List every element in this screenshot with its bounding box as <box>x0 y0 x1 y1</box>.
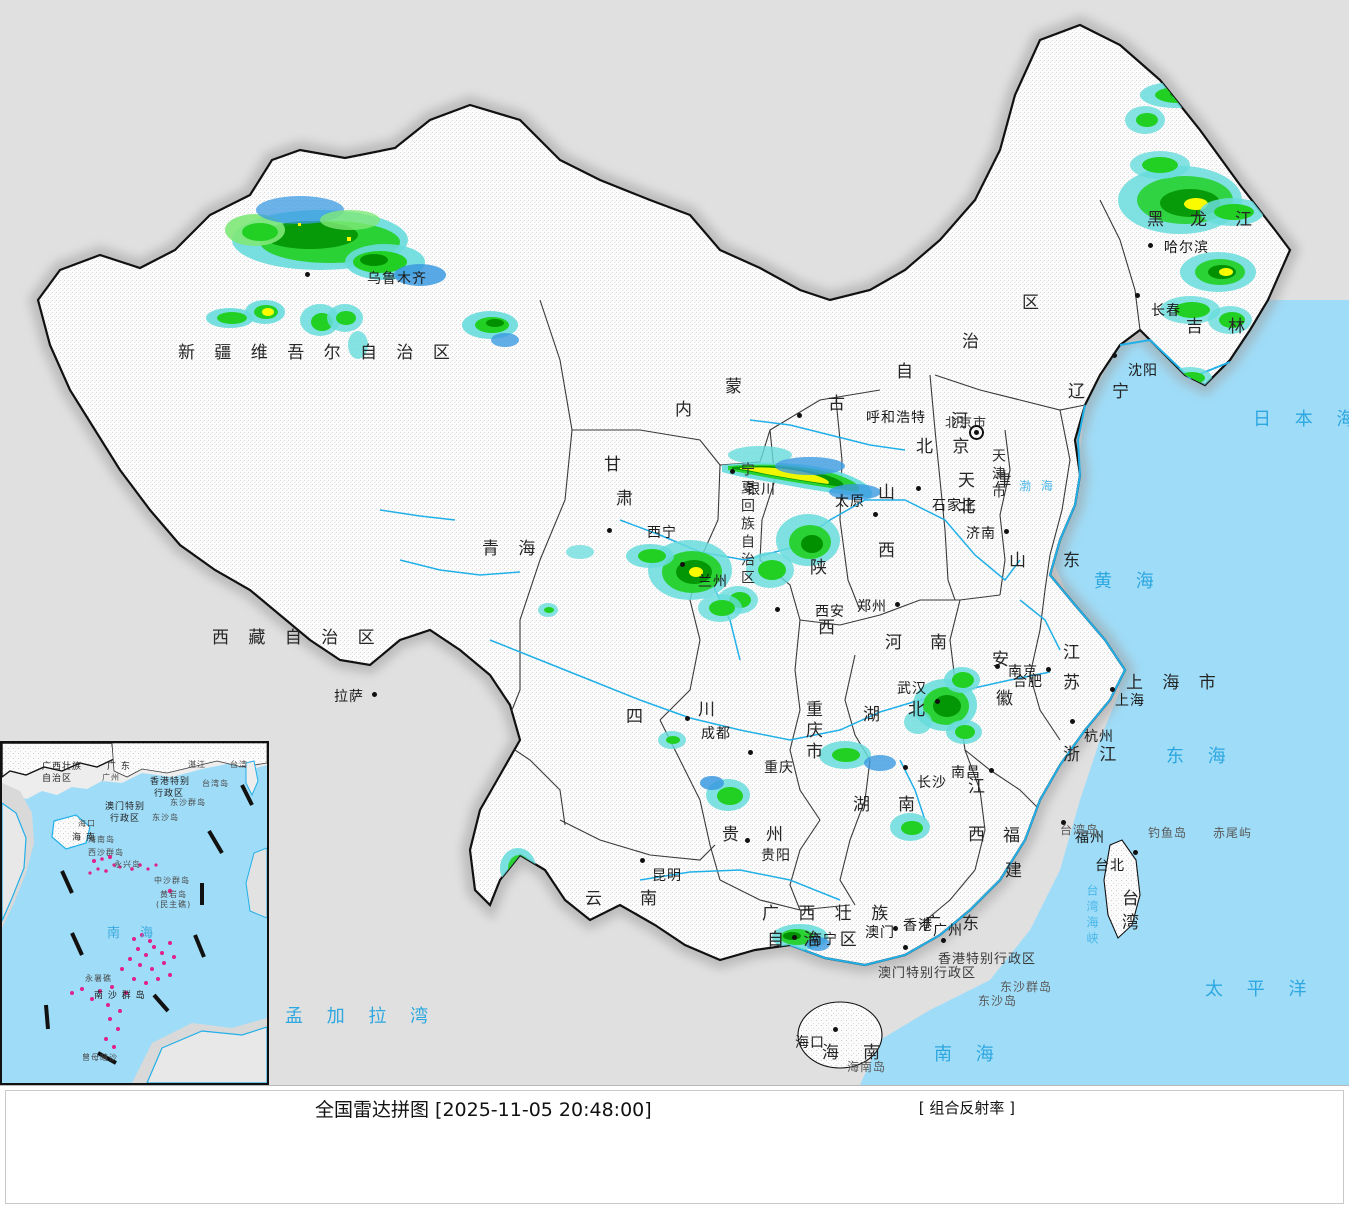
city-dot-huhehaote <box>797 413 802 418</box>
city-dot-nanchang <box>989 768 994 773</box>
city-dot-wuhan <box>935 699 940 704</box>
south-china-sea-inset[interactable]: 南 海广西壮族 自治区广 东湛江 台湾 广州 香港特别 行政区 台湾岛 澳门特别 行政区 东沙群岛… <box>0 741 269 1085</box>
city-dot-haerbin <box>1148 243 1153 248</box>
city-dot-kunming <box>640 858 645 863</box>
coastline <box>789 338 1231 967</box>
echo-heilongjiang <box>1118 82 1264 234</box>
echo-ningxia-shaanbei <box>718 446 881 614</box>
city-dot-chengdu <box>685 716 690 721</box>
city-dot-guangzhou <box>893 926 898 931</box>
city-dot-shanghai-c <box>1110 687 1115 692</box>
city-dot-nanning <box>792 935 797 940</box>
city-dot-shijiazh <box>916 486 921 491</box>
legend-frame <box>5 1090 1344 1204</box>
echo-xinjiang-tianshan <box>206 300 519 359</box>
city-dot-hangzhou <box>1070 719 1075 724</box>
echo-gansu <box>566 540 742 622</box>
echo-guizhou <box>700 776 750 811</box>
china-radar-map[interactable]: 新 疆 维 吾 尔 自 治 区西 藏 自 治 区青 海甘肃内蒙古自治区宁夏回族自… <box>0 0 1349 1085</box>
echo-xinjiang-north <box>225 196 446 286</box>
city-dot-xian <box>775 607 780 612</box>
city-dot-jinan <box>1004 529 1009 534</box>
city-dot-changsha <box>903 765 908 770</box>
city-dot-yinchuan <box>730 469 735 474</box>
legend-panel: 全国雷达拼图 [2025-11-05 20:48:00] [ 组合反射率 ] 5… <box>0 1085 1349 1208</box>
echo-hubei <box>904 667 982 744</box>
echo-hunan <box>819 741 930 841</box>
city-dot-xining <box>607 528 612 533</box>
product-type-label: [ 组合反射率 ] <box>918 1099 1015 1117</box>
city-dot-shenyang <box>1112 353 1117 358</box>
city-dot-haikou <box>833 1027 838 1032</box>
echo-chengdu-scatter <box>658 731 686 749</box>
radar-echo-layer <box>206 82 1264 951</box>
city-dot-nanjing <box>1046 667 1051 672</box>
city-dot-xianggang <box>941 938 946 943</box>
capital-marker-beijing <box>969 425 984 440</box>
city-dot-changchun <box>1135 293 1140 298</box>
city-dot-hefei <box>995 664 1000 669</box>
city-dot-wulumuqi <box>305 272 310 277</box>
city-dot-taibei <box>1133 850 1138 855</box>
city-dot-aomen <box>903 945 908 950</box>
radar-title: 全国雷达拼图 [2025-11-05 20:48:00] <box>315 1099 652 1121</box>
city-dot-chongqing-c <box>748 750 753 755</box>
city-dot-zhengzhou <box>895 602 900 607</box>
city-dot-fuzhou <box>1061 820 1066 825</box>
inset-vector-layer <box>2 743 267 1083</box>
city-dot-taiyuan <box>873 512 878 517</box>
offshore-islands <box>797 839 1141 1069</box>
city-dot-lasa <box>372 692 377 697</box>
city-dot-guiyang <box>745 838 750 843</box>
echo-qinghai-small <box>538 603 558 617</box>
city-dot-lanzhou <box>680 562 685 567</box>
legend-title-row: 全国雷达拼图 [2025-11-05 20:48:00] [ 组合反射率 ] <box>315 1095 1015 1121</box>
